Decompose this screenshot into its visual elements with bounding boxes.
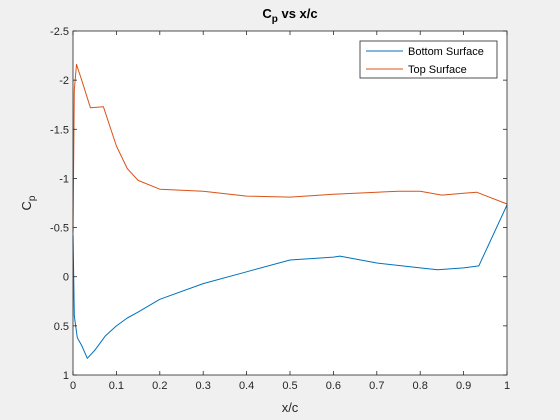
y-axis-ticks: -2.5 -2 -1.5 -1 -0.5 0 0.5 1	[50, 26, 507, 382]
x-tick-label: 0.2	[152, 380, 167, 392]
x-tick-label: 0.8	[413, 380, 428, 392]
y-tick-label: -0.5	[50, 223, 69, 235]
chart-title: Cp vs x/c	[262, 6, 317, 25]
legend-label-bottom-surface: Bottom Surface	[408, 46, 484, 58]
legend-label-top-surface: Top Surface	[408, 64, 467, 76]
x-tick-label: 0.1	[109, 380, 124, 392]
series-line-top-surface	[72, 63, 508, 233]
x-tick-label: 0.5	[282, 380, 297, 392]
x-tick-label: 0.7	[369, 380, 384, 392]
legend: Bottom Surface Top Surface	[359, 40, 498, 79]
x-tick-label: 0.3	[196, 380, 211, 392]
y-tick-label: 0.5	[54, 321, 69, 333]
title-subscript: p	[272, 14, 278, 25]
legend-box	[359, 40, 498, 79]
y-tick-label: -1.5	[50, 124, 69, 136]
y-tick-label: 1	[63, 370, 69, 382]
x-axis-ticks: 0 0.1 0.2 0.3 0.4 0.5 0.6 0.7 0.8 0.9 1	[70, 31, 510, 392]
x-tick-label: 0.9	[456, 380, 471, 392]
y-axis-label: Cp	[19, 195, 38, 210]
x-axis-label: x/c	[282, 400, 299, 415]
y-tick-label: 0	[63, 272, 69, 284]
y-axis-label-subscript: p	[27, 195, 38, 201]
x-tick-label: 0.4	[239, 380, 254, 392]
title-rest: vs x/c	[278, 6, 318, 21]
x-tick-label: 0.6	[326, 380, 341, 392]
series-line-bottom-surface	[72, 204, 508, 359]
y-tick-label: -2	[59, 75, 69, 87]
x-tick-label: 0	[70, 380, 76, 392]
series-group	[72, 63, 508, 359]
plot-area	[73, 31, 507, 375]
x-tick-label: 1	[504, 380, 510, 392]
axes-box	[72, 30, 508, 376]
y-tick-label: -2.5	[50, 26, 69, 38]
y-tick-label: -1	[59, 173, 69, 185]
